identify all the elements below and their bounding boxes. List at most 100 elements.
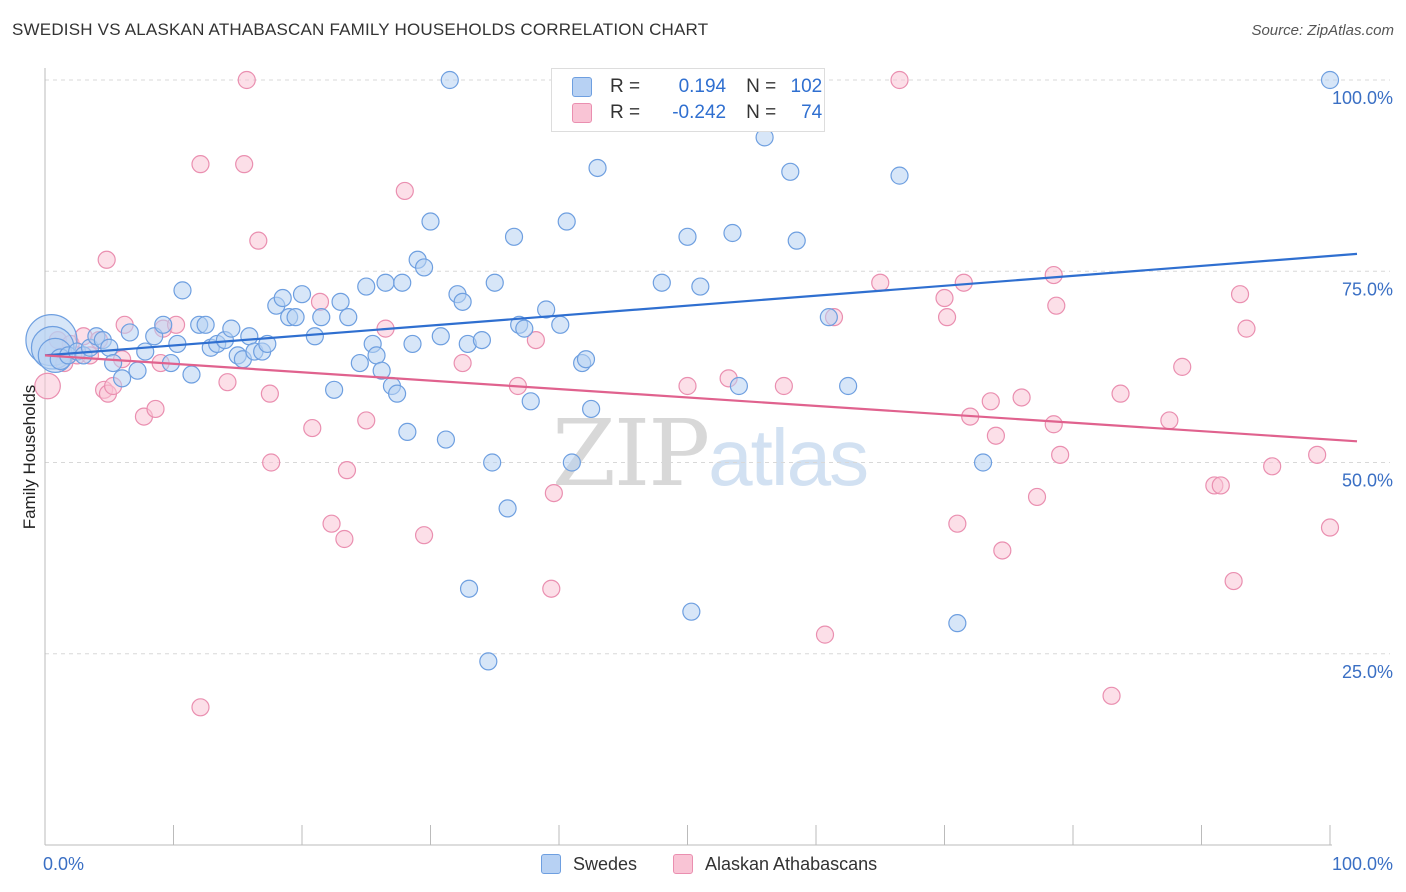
alaskan-athabascan-point [678,376,697,396]
legend-row-swedes: R = 0.194 N = 102 [572,74,822,100]
swedes-point [948,614,967,633]
alaskan-athabascan-point [1230,285,1250,304]
r-label: R = [610,76,641,97]
y-axis-title: Family Households [20,385,39,530]
swedes-point [576,350,596,369]
swedes-point [421,212,440,231]
swedes-point [273,288,292,308]
swedes-point [104,353,123,373]
alaskan-athabascan-point [526,331,545,350]
alaskan-athabascans-trend-line [44,354,1358,443]
axis-labels: 25.0% 50.0% 75.0% 100.0% 0.0% 100.0% Family Ho… [20,88,1393,874]
alaskan-athabascan-point [34,372,61,400]
swedes-legend-swatch [541,854,561,874]
alaskan-athabascan-point [1308,445,1327,464]
alaskan-athabascan-point [310,292,330,311]
swedes-point [222,319,241,338]
watermark: ZIPatlas [552,400,869,507]
swedes-point [890,166,909,185]
y-tick-label: 50.0% [1342,471,1393,491]
alaskan-athabascan-point [1263,457,1282,476]
watermark-zip: ZIP [552,400,710,507]
alaskan-athabascan-point [981,392,1000,411]
swedes-point [682,602,701,621]
swedes-point [472,331,491,350]
watermark-atlas: atlas [708,413,869,502]
swedes-swatch [572,77,592,97]
alaskan-athabascan-point [1160,411,1179,430]
swedes-point [112,369,132,388]
r-label: R = [610,102,641,123]
alaskan-athabascan-point [337,461,357,480]
swedes-point [678,227,697,246]
alaskan-athabascan-point [948,514,967,533]
x-tick-label-min: 0.0% [43,854,84,874]
swedes-point [440,70,459,90]
alaskan-athabascan-point [954,273,973,292]
alaskan-athabascan-point [993,541,1012,560]
swedes-point [398,422,417,441]
swedes-point [173,281,192,300]
alaskan-athabascan-point [815,625,835,644]
bottom-legend-swedes: Swedes [541,852,637,876]
alaskan-athabascan-point [191,698,210,717]
swedes-point [350,353,369,373]
alaskan-athabascan-point [1237,319,1256,338]
swedes-point [973,453,993,472]
swedes-point [372,361,391,380]
legend-row-alaskan-athabascans: R = -0.242 N = 74 [572,100,822,126]
alaskan-athabascans-swatch [572,103,592,123]
swedes-point [431,327,450,346]
correlation-legend: R = 0.194 N = 102 R = -0.242 N = 74 [551,68,825,132]
alaskan-athabascan-point [414,526,434,545]
alaskan-athabascans-legend-swatch [673,854,693,874]
alaskan-athabascan-point [1111,384,1130,403]
alaskan-athabascan-point [1012,388,1031,407]
swedes-point [325,380,344,399]
n-label: N = [746,102,777,123]
alaskan-athabascan-point [871,273,890,292]
alaskan-athabascan-point [1211,476,1230,495]
swedes-point [393,273,412,292]
swedes-point [521,392,540,411]
alaskan-athabascans-n-value: 74 [801,102,823,123]
alaskan-athabascan-point [1224,571,1243,591]
swedes-point [582,399,601,419]
swedes-point [691,277,710,296]
alaskan-athabascan-point [1051,445,1070,464]
swedes-point [367,346,386,365]
swedes-point [839,376,858,396]
alaskan-athabascan-point [937,308,957,327]
swedes-point [459,579,479,598]
swedes-point [120,323,139,342]
swedes-point [403,334,422,354]
swedes-point [305,327,324,346]
y-tick-label: 100.0% [1332,88,1393,108]
swedes-point [312,308,331,327]
swedes-point [154,315,173,334]
alaskan-athabascans-legend-label: Alaskan Athabascans [705,853,878,874]
alaskan-athabascan-point [322,514,341,533]
swedes-trend-line [44,252,1358,357]
alaskan-athabascan-point [1320,518,1340,537]
y-tick-label: 75.0% [1342,279,1393,299]
swedes-point [1320,70,1340,90]
chart-title: SWEDISH VS ALASKAN ATHABASCAN FAMILY HOU… [12,20,709,39]
alaskan-athabascan-point [1044,265,1063,285]
swedes-point [479,652,498,671]
alaskan-athabascan-point [335,529,354,549]
swedes-points [25,70,1340,671]
alaskan-athabascan-point [97,250,116,269]
swedes-point [537,300,556,319]
swedes-point [182,365,201,384]
alaskan-athabascan-point [191,155,210,174]
swedes-point [485,273,504,292]
swedes-point [562,453,581,472]
swedes-point [588,158,607,178]
axes [44,68,1332,846]
swedes-point [292,285,312,304]
source-credit: Source: ZipAtlas.com [1251,22,1394,39]
alaskan-athabascan-point [1047,296,1066,315]
swedes-point [723,223,742,243]
swedes-point [258,334,277,354]
